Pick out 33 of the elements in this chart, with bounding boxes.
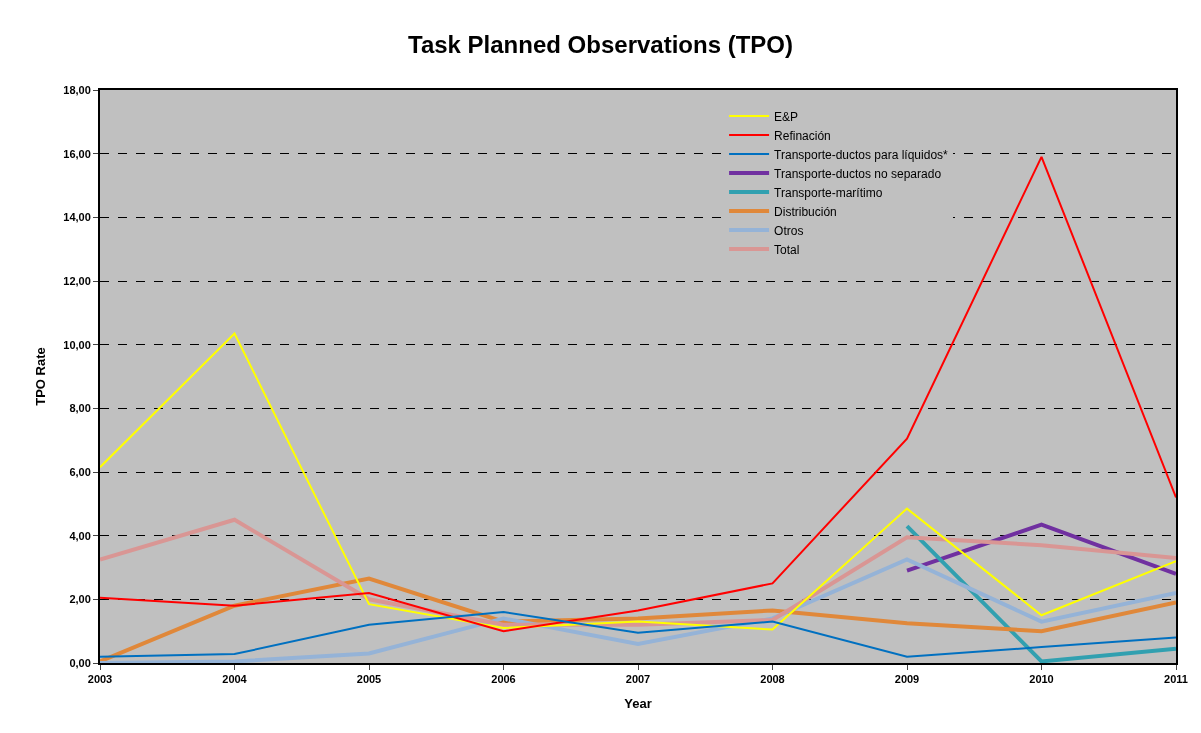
y-tick-label: 14,00 bbox=[63, 211, 91, 224]
y-tick-label: 6,00 bbox=[69, 465, 91, 478]
y-tick-label: 10,00 bbox=[63, 338, 91, 351]
legend-label: Transporte-ductos no separado bbox=[774, 166, 942, 181]
x-tick-label: 2008 bbox=[760, 673, 785, 686]
legend-label: Transporte-ductos para líquidos* bbox=[774, 147, 949, 162]
x-tick-label: 2006 bbox=[491, 673, 516, 686]
x-tick-label: 2009 bbox=[894, 673, 920, 686]
y-tick-label: 4,00 bbox=[69, 529, 91, 542]
y-tick-label: 16,00 bbox=[63, 147, 91, 160]
y-tick-label: 12,00 bbox=[63, 274, 91, 287]
x-tick-label: 2007 bbox=[625, 673, 651, 686]
line-series bbox=[100, 611, 1176, 658]
y-tick-label: 2,00 bbox=[69, 593, 91, 606]
legend-label: Transporte-marítimo bbox=[774, 185, 883, 200]
x-tick-label: 2003 bbox=[87, 673, 113, 686]
chart-title: Task Planned Observations (TPO) bbox=[408, 31, 793, 59]
x-tick-label: 2004 bbox=[222, 673, 248, 686]
legend-label: Total bbox=[774, 242, 800, 257]
legend-label: Otros bbox=[774, 223, 804, 238]
y-tick-label: 0,00 bbox=[69, 656, 91, 669]
x-tick-label: 2011 bbox=[1164, 673, 1188, 686]
y-tick-label: 8,00 bbox=[69, 402, 91, 415]
y-tick-label: 18,00 bbox=[63, 83, 91, 96]
line-series bbox=[100, 576, 1176, 663]
x-axis-title: Year bbox=[624, 696, 652, 712]
legend-label: Refinación bbox=[774, 128, 831, 143]
legend-label: Distribución bbox=[774, 204, 837, 219]
x-tick-label: 2010 bbox=[1029, 673, 1054, 686]
x-tick-label: 2005 bbox=[356, 673, 382, 686]
y-axis-title: TPO Rate bbox=[32, 347, 48, 406]
line-series bbox=[100, 332, 1176, 631]
legend-label: E&P bbox=[774, 109, 799, 124]
